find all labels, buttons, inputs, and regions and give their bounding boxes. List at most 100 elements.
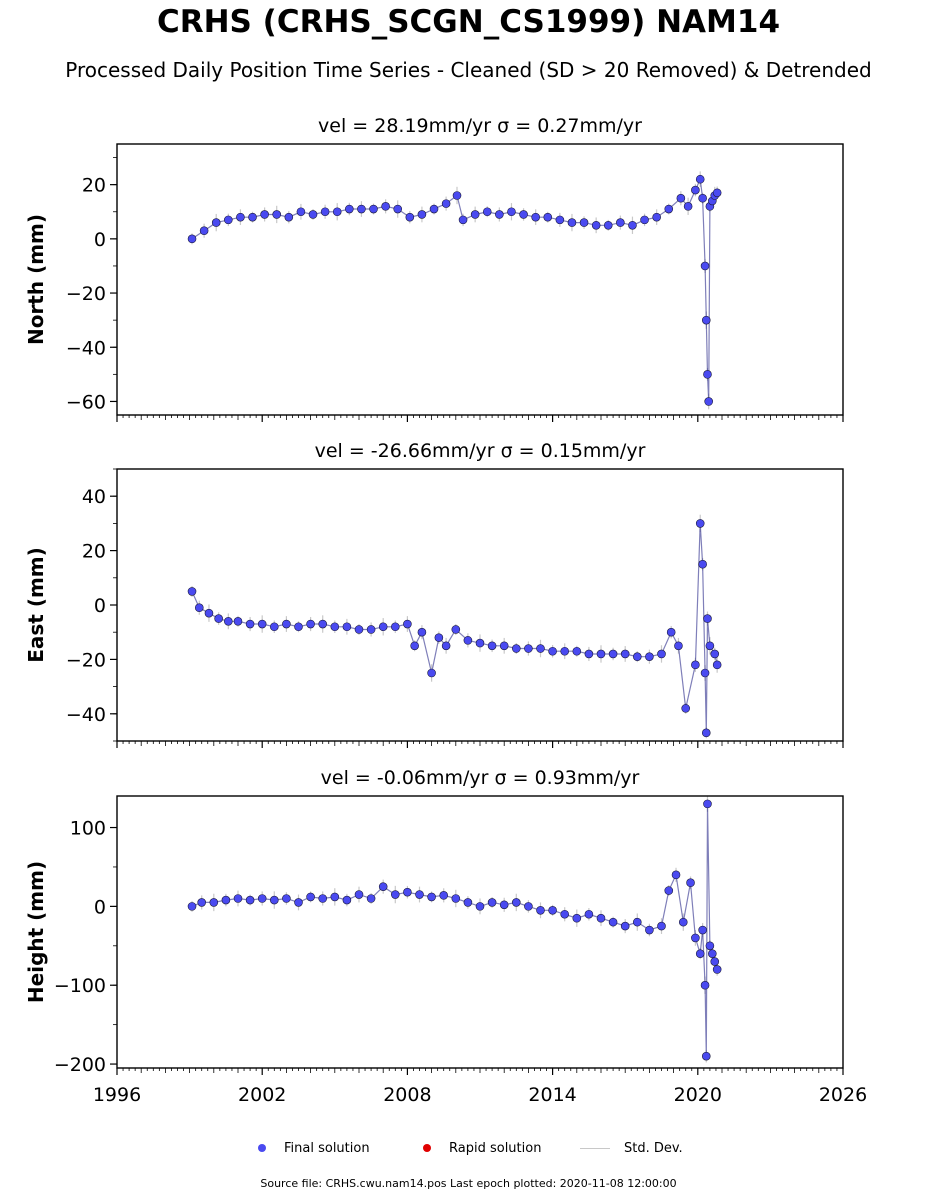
data-point: [306, 892, 315, 902]
series-trace: [191, 803, 718, 1057]
data-point: [657, 649, 666, 659]
data-point: [698, 559, 707, 569]
data-point: [519, 210, 528, 219]
data-point: [354, 890, 364, 899]
data-point: [354, 625, 364, 634]
data-point: [233, 894, 243, 903]
data-point: [596, 913, 606, 923]
x-tick-label: 2020: [674, 1084, 722, 1106]
data-point: [463, 898, 473, 907]
data-point: [451, 625, 461, 634]
data-point: [357, 204, 366, 214]
y-tick-label: −100: [54, 975, 106, 997]
data-point: [691, 933, 700, 943]
data-point: [199, 226, 209, 236]
y-tick-label: 0: [94, 896, 106, 918]
data-point: [245, 619, 255, 629]
y-axis-label: Height (mm): [24, 861, 48, 1003]
data-point: [282, 619, 291, 629]
data-point: [390, 890, 400, 899]
data-point: [366, 894, 376, 903]
y-tick-label: 0: [94, 595, 106, 617]
axes-frame: [116, 468, 844, 742]
data-point: [452, 191, 462, 200]
data-point: [701, 1051, 711, 1061]
data-point: [708, 949, 717, 958]
data-point: [260, 210, 269, 219]
data-point: [620, 649, 630, 659]
y-tick-label: −60: [66, 391, 106, 413]
data-point: [712, 660, 722, 670]
data-point: [224, 617, 233, 626]
data-point: [632, 917, 642, 927]
legend-std-line: [580, 1147, 610, 1149]
data-point: [342, 895, 352, 905]
data-point: [269, 622, 279, 632]
y-tick-label: 0: [94, 229, 106, 251]
data-point: [342, 622, 352, 632]
data-point: [531, 212, 540, 222]
data-point: [187, 902, 197, 911]
data-point: [705, 641, 715, 651]
data-point: [211, 218, 221, 227]
data-point: [330, 892, 340, 902]
data-point: [548, 646, 557, 656]
series-group: [187, 514, 722, 739]
data-point: [221, 895, 231, 905]
data-point: [645, 925, 654, 935]
data-point: [487, 898, 497, 907]
data-point: [681, 704, 691, 713]
data-point: [645, 652, 654, 661]
data-point: [204, 608, 214, 618]
data-point: [698, 193, 707, 203]
data-point: [674, 641, 683, 651]
data-point: [683, 202, 693, 211]
data-point: [511, 644, 521, 653]
data-point: [308, 210, 318, 219]
data-point: [441, 199, 451, 208]
data-point: [482, 207, 492, 217]
y-tick-label: 100: [70, 818, 106, 840]
legend: Final solution Rapid solution Std. Dev.: [0, 1138, 937, 1158]
data-point: [664, 886, 674, 895]
data-point: [236, 212, 245, 222]
panel-height: vel = -0.06mm/yr σ = 0.93mm/yr Height (mm…: [24, 767, 867, 1106]
data-point: [417, 210, 427, 219]
data-point: [429, 204, 439, 214]
data-point: [703, 614, 712, 623]
data-point: [686, 878, 695, 888]
data-point: [294, 622, 303, 632]
data-point: [695, 174, 705, 184]
data-point: [224, 215, 233, 225]
panel-east: vel = -26.66mm/yr σ = 0.15mm/yr East (mm)…: [24, 440, 844, 748]
y-axis-label: North (mm): [24, 214, 48, 345]
data-point: [296, 207, 306, 217]
data-point: [678, 917, 688, 927]
data-point: [664, 204, 674, 214]
data-point: [705, 941, 715, 951]
page-title: CRHS (CRHS_SCGN_CS1999) NAM14: [156, 4, 781, 40]
y-tick-label: −20: [66, 283, 106, 305]
data-point: [710, 649, 720, 659]
data-point: [700, 980, 710, 990]
data-point: [695, 519, 705, 528]
data-point: [214, 614, 223, 623]
data-point: [470, 210, 480, 219]
data-point: [306, 619, 315, 629]
data-point: [703, 799, 712, 809]
data-point: [543, 212, 553, 222]
data-point: [378, 882, 388, 891]
panel-north: vel = 28.19mm/yr σ = 0.27mm/yr North (mm)…: [24, 115, 844, 422]
data-point: [403, 887, 412, 897]
data-point: [701, 315, 711, 325]
y-tick-label: 40: [82, 486, 106, 508]
data-point: [572, 646, 582, 656]
data-point: [194, 603, 204, 613]
data-point: [676, 193, 686, 203]
data-point: [378, 622, 388, 632]
data-point: [405, 212, 415, 222]
data-point: [657, 921, 666, 931]
data-point: [511, 898, 521, 907]
data-point: [524, 902, 533, 911]
source-footer: Source file: CRHS.cwu.nam14.pos Last epo…: [260, 1177, 677, 1190]
